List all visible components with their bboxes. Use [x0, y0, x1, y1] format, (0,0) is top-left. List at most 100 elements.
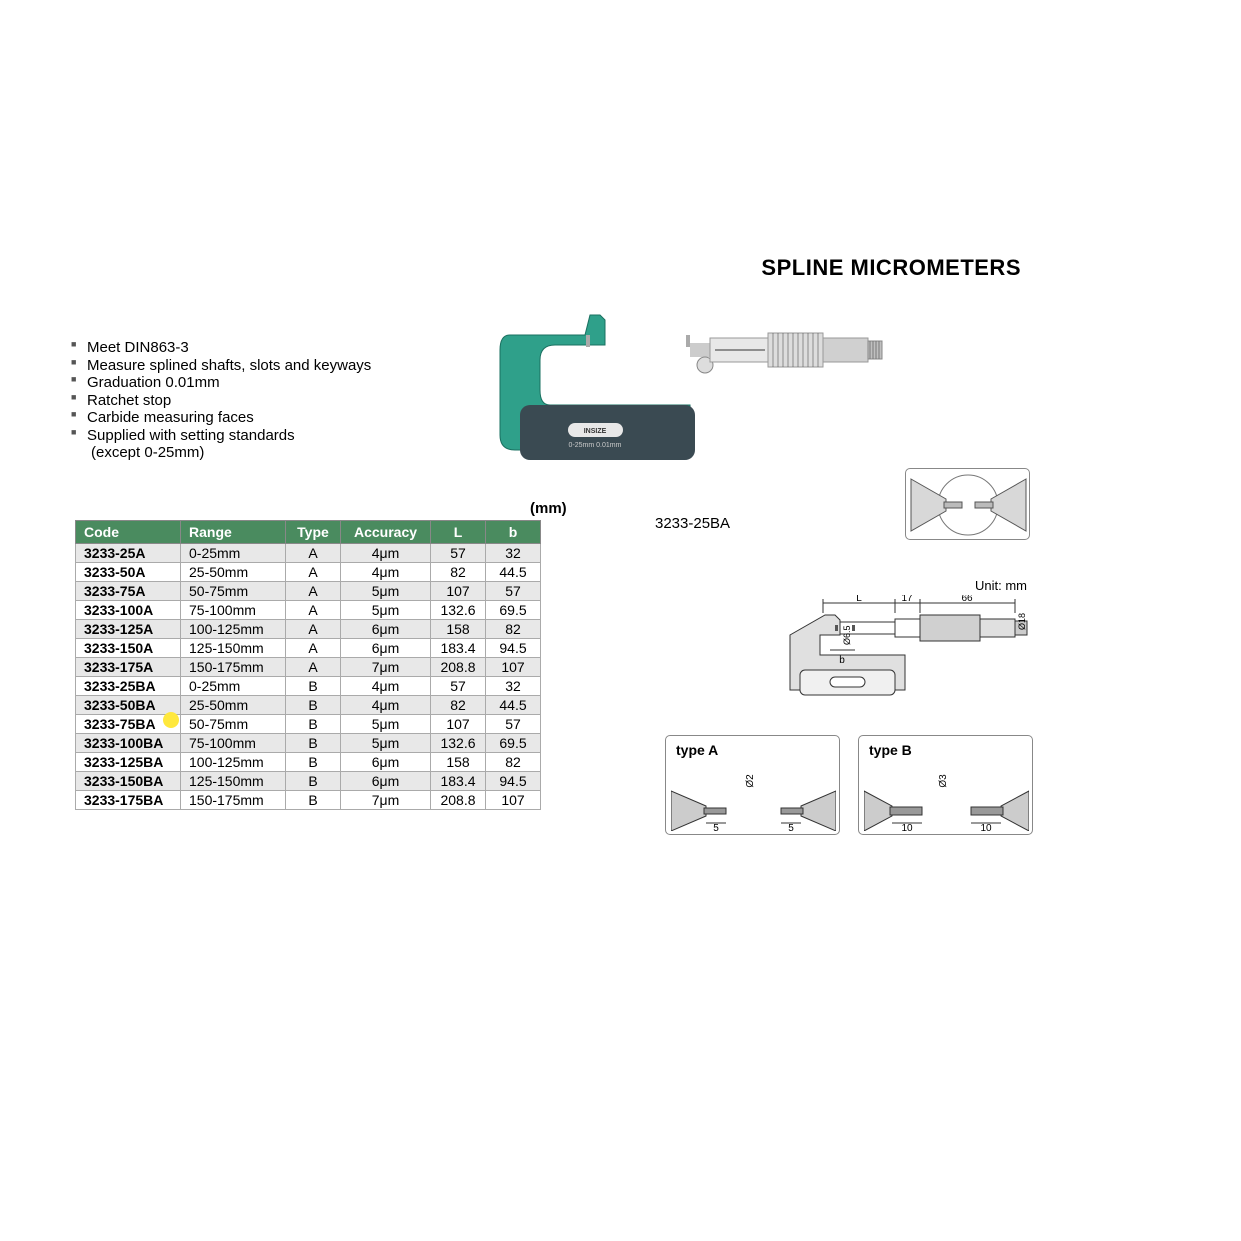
table-cell: 158 [431, 620, 486, 639]
table-cell: 150-175mm [181, 791, 286, 810]
table-row: 3233-100A75-100mmA5μm132.669.5 [76, 601, 541, 620]
table-cell: 82 [486, 620, 541, 639]
table-cell: 3233-50A [76, 563, 181, 582]
type-b-box: type B Ø3 10 10 [858, 735, 1033, 835]
table-cell: 132.6 [431, 734, 486, 753]
table-cell: 3233-100BA [76, 734, 181, 753]
table-row: 3233-50BA25-50mmB4μm8244.5 [76, 696, 541, 715]
mm-label: (mm) [530, 500, 567, 517]
table-cell: 125-150mm [181, 772, 286, 791]
svg-text:17: 17 [901, 595, 913, 604]
table-cell: 0-25mm [181, 677, 286, 696]
table-cell: 57 [486, 582, 541, 601]
table-cell: A [286, 563, 341, 582]
feature-list: Meet DIN863-3 Measure splined shafts, sl… [75, 340, 371, 463]
table-cell: 57 [431, 677, 486, 696]
feature-item: Carbide measuring faces [75, 410, 371, 427]
table-cell: 57 [486, 715, 541, 734]
table-cell: 32 [486, 544, 541, 563]
highlight-dot-icon [163, 712, 179, 728]
table-cell: B [286, 696, 341, 715]
unit-label: Unit: mm [975, 578, 1027, 593]
table-cell: 6μm [341, 772, 431, 791]
table-row: 3233-25BA0-25mmB4μm5732 [76, 677, 541, 696]
table-cell: 0-25mm [181, 544, 286, 563]
feature-item: Meet DIN863-3 [75, 340, 371, 357]
feature-item: Measure splined shafts, slots and keyway… [75, 358, 371, 375]
dimension-drawing: L 17 66 Ø18 Ø6.5 b [775, 595, 1030, 705]
table-cell: 4μm [341, 563, 431, 582]
table-cell: B [286, 772, 341, 791]
th-b: b [486, 521, 541, 544]
table-cell: A [286, 582, 341, 601]
table-cell: B [286, 715, 341, 734]
table-cell: A [286, 658, 341, 677]
table-cell: 150-175mm [181, 658, 286, 677]
table-cell: 3233-175BA [76, 791, 181, 810]
table-cell: 125-150mm [181, 639, 286, 658]
table-cell: 50-75mm [181, 715, 286, 734]
table-cell: B [286, 734, 341, 753]
product-label: 3233-25BA [655, 515, 730, 532]
table-header-row: Code Range Type Accuracy L b [76, 521, 541, 544]
type-a-label: type A [676, 742, 718, 758]
table-cell: 183.4 [431, 772, 486, 791]
table-cell: 44.5 [486, 563, 541, 582]
svg-text:66: 66 [961, 595, 973, 604]
table-row: 3233-125BA100-125mmB6μm15882 [76, 753, 541, 772]
table-cell: 3233-125A [76, 620, 181, 639]
svg-text:b: b [839, 655, 845, 666]
product-image: INSIZE 0-25mm 0.01mm [490, 305, 890, 495]
table-cell: B [286, 791, 341, 810]
table-row: 3233-150A125-150mmA6μm183.494.5 [76, 639, 541, 658]
table-cell: 208.8 [431, 791, 486, 810]
table-cell: 3233-150A [76, 639, 181, 658]
table-cell: 4μm [341, 677, 431, 696]
svg-text:0-25mm 0.01mm: 0-25mm 0.01mm [569, 442, 622, 449]
table-cell: 107 [486, 658, 541, 677]
table-row: 3233-125A100-125mmA6μm15882 [76, 620, 541, 639]
tip-detail-box [905, 468, 1030, 540]
table-cell: 5μm [341, 734, 431, 753]
table-cell: 7μm [341, 658, 431, 677]
table-cell: 82 [431, 696, 486, 715]
svg-text:5: 5 [713, 823, 719, 831]
table-row: 3233-75BA50-75mmB5μm10757 [76, 715, 541, 734]
table-cell: 5μm [341, 582, 431, 601]
feature-indent: (except 0-25mm) [75, 445, 371, 462]
table-cell: 132.6 [431, 601, 486, 620]
table-row: 3233-100BA75-100mmB5μm132.669.5 [76, 734, 541, 753]
svg-text:Ø18: Ø18 [1017, 613, 1027, 630]
th-l: L [431, 521, 486, 544]
th-type: Type [286, 521, 341, 544]
table-cell: 100-125mm [181, 620, 286, 639]
svg-text:L: L [856, 595, 862, 604]
table-cell: 82 [431, 563, 486, 582]
svg-text:Ø6.5: Ø6.5 [842, 625, 852, 645]
page-title: SPLINE MICROMETERS [761, 255, 1021, 281]
svg-text:5: 5 [788, 823, 794, 831]
table-cell: A [286, 639, 341, 658]
table-cell: A [286, 620, 341, 639]
table-cell: B [286, 677, 341, 696]
table-cell: 6μm [341, 639, 431, 658]
table-cell: 69.5 [486, 734, 541, 753]
table-cell: 5μm [341, 601, 431, 620]
table-cell: 32 [486, 677, 541, 696]
table-cell: 7μm [341, 791, 431, 810]
th-code: Code [76, 521, 181, 544]
svg-text:Ø2: Ø2 [745, 774, 756, 788]
table-cell: 158 [431, 753, 486, 772]
spec-table: Code Range Type Accuracy L b 3233-25A0-2… [75, 520, 541, 810]
table-cell: 3233-100A [76, 601, 181, 620]
table-cell: 57 [431, 544, 486, 563]
table-cell: B [286, 753, 341, 772]
feature-item: Graduation 0.01mm [75, 375, 371, 392]
svg-text:INSIZE: INSIZE [584, 428, 607, 435]
table-cell: 208.8 [431, 658, 486, 677]
table-cell: 75-100mm [181, 734, 286, 753]
table-cell: 107 [431, 582, 486, 601]
feature-item: Supplied with setting standards [75, 428, 371, 445]
table-cell: 3233-50BA [76, 696, 181, 715]
table-row: 3233-75A50-75mmA5μm10757 [76, 582, 541, 601]
